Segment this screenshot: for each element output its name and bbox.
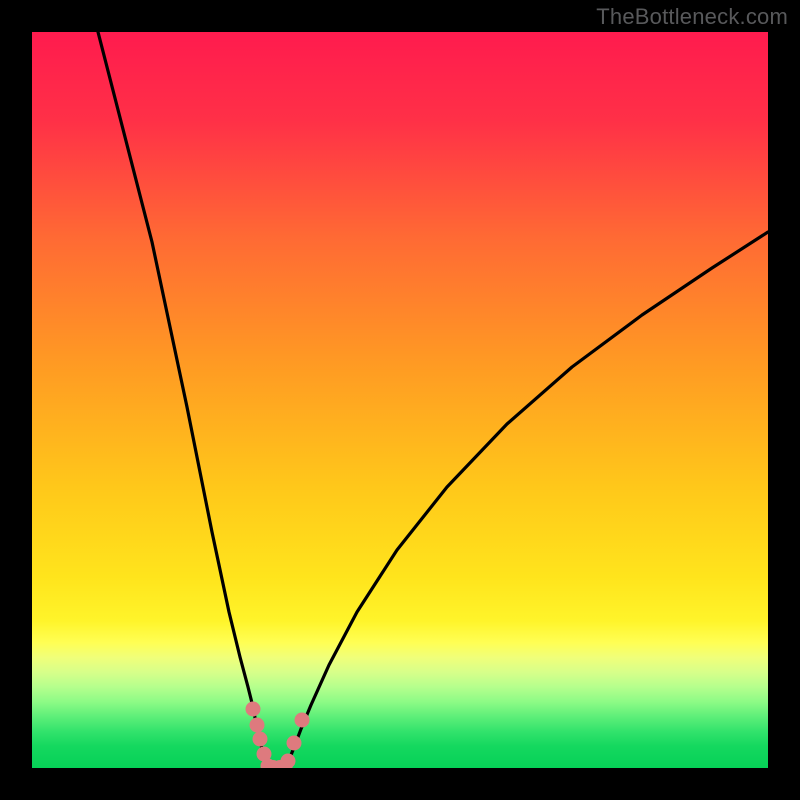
right-curve	[285, 232, 768, 768]
data-marker	[250, 718, 265, 733]
left-curve	[98, 32, 268, 768]
data-marker	[281, 754, 296, 769]
data-marker	[253, 732, 268, 747]
curve-layer	[32, 32, 768, 768]
watermark-text: TheBottleneck.com	[596, 4, 788, 30]
plot-area	[32, 32, 768, 768]
data-marker	[246, 702, 261, 717]
data-marker	[295, 713, 310, 728]
data-marker	[287, 736, 302, 751]
